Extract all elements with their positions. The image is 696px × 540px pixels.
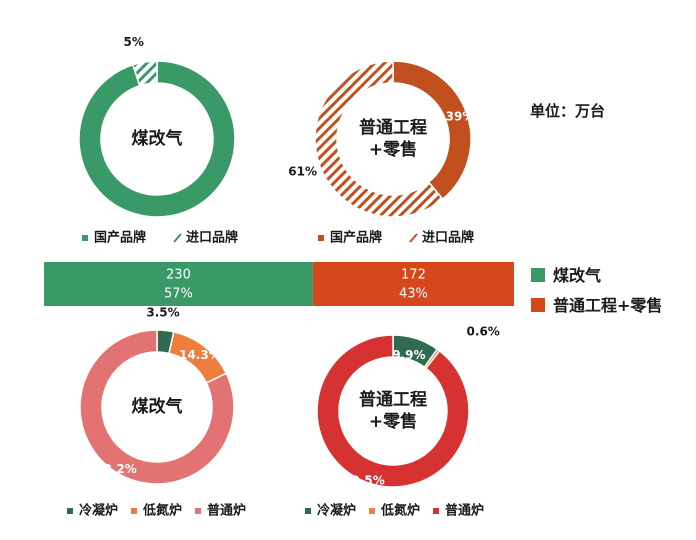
legend-swatch xyxy=(318,235,324,241)
legend-swatch xyxy=(369,508,375,514)
bar-value-label: 172 xyxy=(401,268,426,283)
bar-percent-label: 43% xyxy=(399,287,428,302)
unit-label: 单位：万台 xyxy=(530,102,606,120)
legend-swatch xyxy=(195,508,201,514)
bar-value-label: 230 xyxy=(166,268,191,283)
legend-label: 国产品牌 xyxy=(330,230,382,246)
bar-legend-item-coal-to-gas: 煤改气 xyxy=(531,262,601,286)
legend-swatch xyxy=(67,508,73,514)
legend-label: 冷凝炉 xyxy=(317,503,356,519)
legend-label: 进口品牌 xyxy=(422,230,474,246)
legend-label: 低氮炉 xyxy=(380,503,420,519)
legend-label: 国产品牌 xyxy=(94,230,146,246)
donut-slice xyxy=(78,60,236,218)
legend-swatch xyxy=(82,235,88,241)
bar-legend-label-coal-to-gas: 煤改气 xyxy=(553,266,602,285)
slice-data-label: 5% xyxy=(123,35,143,49)
bar-percent-label: 57% xyxy=(164,287,193,302)
donut-slice xyxy=(131,60,158,87)
legend-swatch xyxy=(305,508,311,514)
bar-legend-item-general: 普通工程+零售 xyxy=(531,292,662,316)
legend-label: 低氮炉 xyxy=(142,503,182,519)
donut-center-label: 煤改气 xyxy=(132,396,183,417)
legend-swatch-green xyxy=(531,268,545,282)
slice-data-label: 0.6% xyxy=(467,325,500,339)
slice-data-label: 61% xyxy=(288,165,317,179)
slice-data-label: 82.2% xyxy=(95,462,137,476)
donut-center-label: +零售 xyxy=(369,139,417,160)
donut-slice xyxy=(79,329,235,485)
bar-segment xyxy=(44,262,313,306)
donut-center-label: 普通工程 xyxy=(359,389,427,410)
slice-data-label: 39% xyxy=(446,109,475,123)
slice-data-label: 89.5% xyxy=(343,473,385,487)
slice-data-label: 14.3% xyxy=(179,348,221,362)
legend-label: 普通炉 xyxy=(207,503,246,519)
legend-swatch-red xyxy=(531,298,545,312)
legend-swatch xyxy=(433,508,439,514)
legend-swatch xyxy=(131,508,137,514)
donut-center-label: 普通工程 xyxy=(359,117,427,138)
donut-center-label: +零售 xyxy=(369,411,417,432)
bar-legend-label-general: 普通工程+零售 xyxy=(553,296,663,315)
legend-swatch xyxy=(173,233,182,243)
donut-slice xyxy=(316,334,470,488)
legend-label: 冷凝炉 xyxy=(79,503,118,519)
donut-center-label: 煤改气 xyxy=(132,128,183,149)
legend-swatch xyxy=(409,233,418,243)
legend-label: 普通炉 xyxy=(445,503,484,519)
slice-data-label: 95% xyxy=(147,220,176,234)
donut-slice xyxy=(314,60,444,218)
bar-segment xyxy=(312,262,514,306)
slice-data-label: 3.5% xyxy=(146,306,179,320)
legend-label: 进口品牌 xyxy=(186,230,238,246)
slice-data-label: 9.9% xyxy=(392,348,425,362)
